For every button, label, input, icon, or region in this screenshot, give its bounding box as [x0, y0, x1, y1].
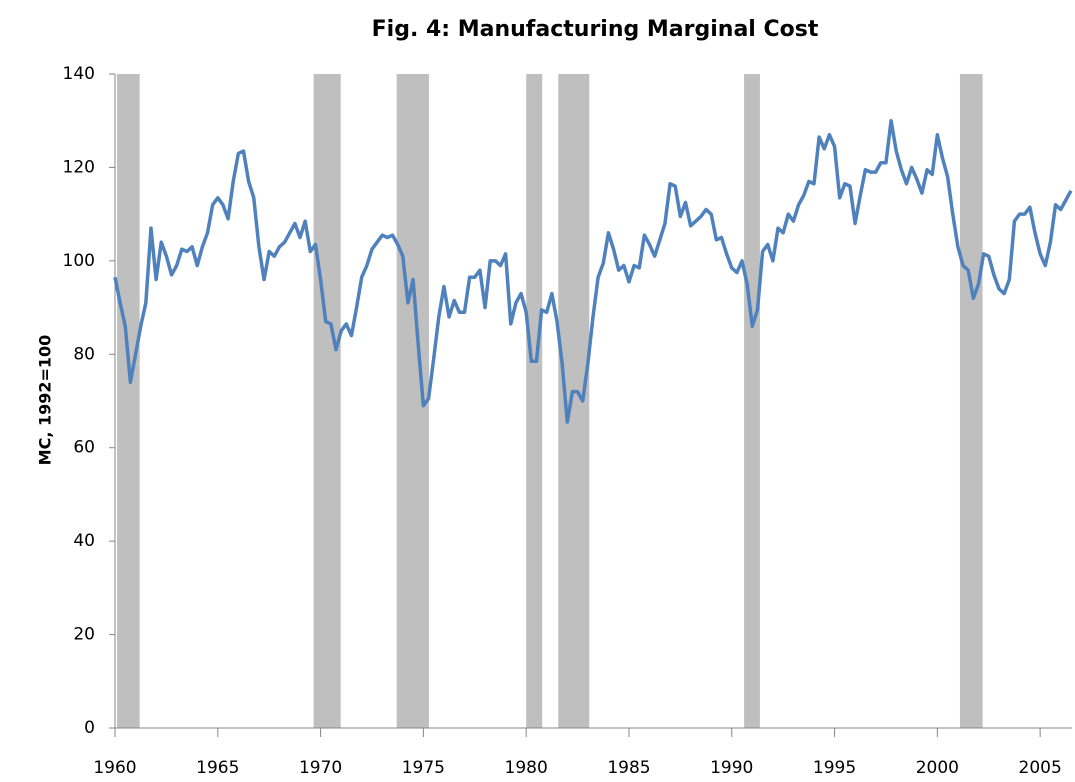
y-tick-label: 0: [84, 718, 95, 738]
recession-band: [744, 74, 760, 728]
x-tick-label: 1990: [710, 758, 753, 778]
x-tick-label: 1965: [196, 758, 239, 778]
recession-band: [117, 74, 140, 728]
y-tick-label: 140: [63, 64, 95, 84]
recession-band: [526, 74, 543, 728]
y-tick-label: 60: [73, 438, 95, 458]
x-tick-label: 1960: [93, 758, 136, 778]
data-line: [113, 118, 1073, 424]
recession-band: [558, 74, 590, 728]
x-tick-label: 1970: [299, 758, 342, 778]
x-tick-label: 2000: [916, 758, 959, 778]
x-tick-label: 1995: [813, 758, 856, 778]
x-tick-label: 1985: [607, 758, 650, 778]
y-tick-label: 20: [73, 625, 95, 645]
y-tick-label: 40: [73, 531, 95, 551]
y-tick-label: 100: [63, 251, 95, 271]
y-tick-label: 80: [73, 344, 95, 364]
y-tick-label: 120: [63, 157, 95, 177]
recession-band: [313, 74, 341, 728]
x-tick-label: 1980: [505, 758, 548, 778]
recession-band: [959, 74, 983, 728]
chart-title: Fig. 4: Manufacturing Marginal Cost: [372, 17, 819, 42]
y-axis-label: MC, 1992=100: [36, 335, 55, 466]
x-tick-label: 1975: [402, 758, 445, 778]
x-tick-label: 2005: [1019, 758, 1062, 778]
